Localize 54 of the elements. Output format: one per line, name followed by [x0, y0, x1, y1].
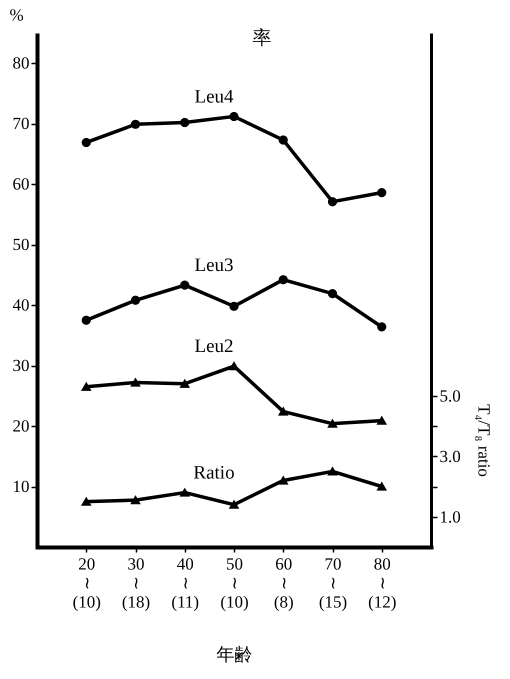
- series-label: Ratio: [193, 462, 235, 484]
- x-tick-label: 50 ≀ (10): [220, 554, 249, 612]
- point: [130, 296, 140, 305]
- point: [82, 498, 91, 506]
- y-tick-label: 10: [12, 477, 30, 496]
- point: [180, 488, 190, 497]
- y-tick-label: 40: [12, 296, 30, 315]
- chart-title: 率: [252, 27, 272, 49]
- y-tick-label: 50: [12, 235, 30, 254]
- point: [278, 275, 288, 284]
- y-tick-label: 80: [12, 54, 30, 73]
- point: [229, 500, 239, 509]
- point: [328, 467, 338, 476]
- y2-axis-title: T₄/T₈ ratio: [474, 404, 494, 477]
- point: [130, 496, 140, 504]
- point: [82, 316, 91, 325]
- y2-tick-label: 5.0: [440, 386, 461, 406]
- series-label: Leu4: [194, 86, 234, 108]
- series-label: Leu3: [194, 255, 234, 276]
- series-label: Leu2: [194, 336, 234, 358]
- x-tick-label: 40 ≀ (11): [171, 554, 200, 612]
- point: [377, 188, 386, 198]
- point: [328, 289, 338, 298]
- point: [229, 112, 239, 122]
- point: [229, 362, 239, 370]
- point: [328, 420, 338, 428]
- x-tick-label: 30 ≀ (18): [122, 554, 150, 612]
- y-tick-label: 60: [12, 174, 30, 194]
- point: [130, 378, 140, 387]
- point: [328, 197, 338, 206]
- point: [180, 380, 190, 388]
- x-tick-label: 20 ≀ (10): [72, 554, 101, 612]
- point: [278, 407, 288, 416]
- point: [180, 280, 190, 290]
- point: [130, 120, 140, 129]
- point: [377, 482, 386, 491]
- point: [82, 138, 91, 148]
- point: [377, 416, 386, 425]
- point: [180, 118, 190, 128]
- point: [278, 476, 288, 485]
- point: [82, 382, 91, 391]
- x-tick-label: 60 ≀ (8): [274, 554, 294, 612]
- x-axis-title: 年齢: [216, 644, 252, 664]
- y-tick-label: 20: [12, 416, 30, 436]
- x-tick-label: 70 ≀ (15): [318, 554, 348, 612]
- y-tick-label: 30: [12, 356, 30, 376]
- y-tick-label: 70: [12, 114, 30, 134]
- point: [377, 322, 386, 332]
- x-tick-label: 80 ≀ (12): [368, 554, 396, 612]
- y2-tick-label: 3.0: [440, 446, 461, 466]
- point: [278, 135, 288, 145]
- y2-tick-label: 1.0: [440, 507, 461, 526]
- point: [229, 302, 239, 311]
- y-axis-title: %: [10, 6, 24, 24]
